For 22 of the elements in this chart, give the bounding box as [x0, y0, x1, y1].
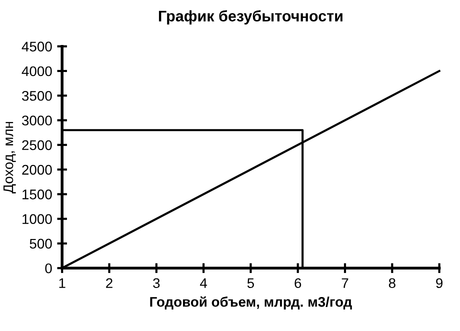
- x-tick-label: 9: [436, 278, 443, 288]
- y-tick-label: 0: [45, 263, 52, 274]
- x-tick-label: 5: [247, 278, 254, 288]
- y-axis-title: Доход, млн: [3, 122, 16, 194]
- y-tick-label: 500: [30, 238, 52, 249]
- y-tick-label: 2500: [22, 140, 52, 150]
- x-tick-label: 6: [294, 278, 302, 288]
- x-tick-label: 3: [153, 278, 160, 288]
- y-tick-label: 1500: [22, 190, 52, 200]
- y-tick-label: 3500: [22, 90, 52, 101]
- x-axis-title: Годовой объем, млрд. м3/год: [150, 296, 352, 310]
- x-tick-label: 1: [59, 278, 66, 288]
- y-tick-label: 2000: [22, 164, 52, 175]
- x-tick-label: 7: [342, 278, 348, 288]
- x-tick-label: 4: [200, 278, 208, 288]
- x-tick-label: 8: [388, 278, 396, 288]
- y-tick-label: 4000: [22, 66, 52, 76]
- y-tick-label: 1000: [22, 214, 52, 224]
- chart-title: График безубыточности: [158, 10, 342, 25]
- y-tick-label: 3000: [22, 116, 52, 126]
- y-tick-label: 4500: [22, 42, 52, 52]
- x-tick-label: 2: [106, 278, 112, 288]
